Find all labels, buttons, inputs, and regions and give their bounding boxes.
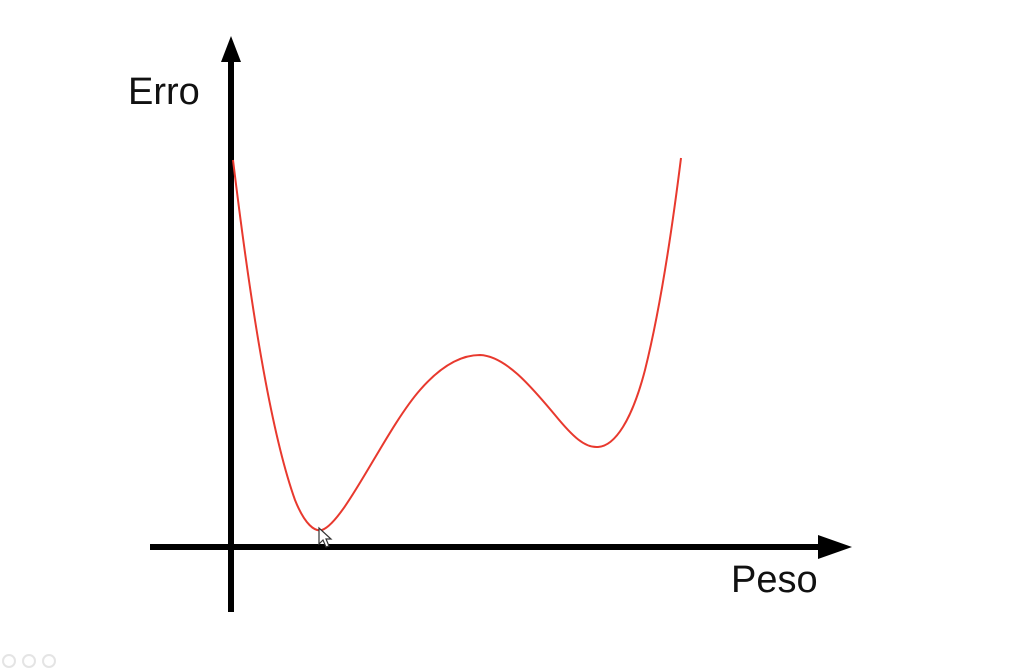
x-axis-arrowhead — [818, 535, 852, 559]
y-axis-label: Erro — [128, 71, 200, 113]
y-axis-arrowhead — [221, 36, 241, 62]
faint-player-controls — [2, 654, 56, 668]
control-icon — [42, 654, 56, 668]
x-axis-label: Peso — [731, 559, 818, 601]
control-icon — [22, 654, 36, 668]
control-icon — [2, 654, 16, 668]
mouse-pointer-icon — [318, 526, 333, 548]
error-curve — [232, 157, 682, 532]
